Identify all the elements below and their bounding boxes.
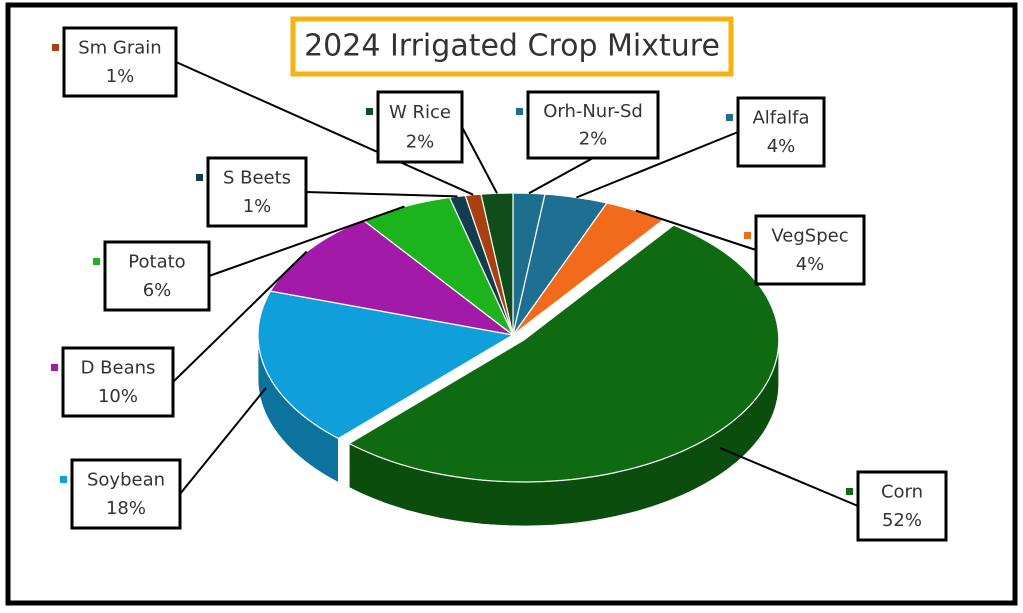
leader-line [175, 61, 474, 196]
label-box [103, 240, 211, 312]
label-box [376, 90, 464, 164]
slice [361, 196, 514, 336]
leader-line [528, 157, 594, 195]
legend-swatch [93, 258, 100, 265]
leader-line [576, 131, 739, 199]
category-label: Sm Grain [78, 37, 161, 58]
category-label: VegSpec [771, 225, 848, 246]
category-label: Corn [881, 481, 923, 502]
label-box [206, 156, 308, 228]
value-label: 18% [106, 498, 146, 519]
leader-line [635, 209, 757, 251]
label-box [736, 96, 826, 168]
leader-line [461, 126, 498, 194]
title-box [290, 16, 734, 77]
label-box [70, 458, 182, 530]
category-label: D Beans [81, 357, 156, 378]
legend-swatch [846, 488, 853, 495]
legend-swatch [52, 44, 59, 51]
legend-swatch [51, 364, 58, 371]
leader-line [172, 250, 308, 383]
leader-line [719, 447, 859, 507]
label-box [856, 470, 948, 542]
value-label: 52% [882, 510, 922, 531]
value-label: 2% [406, 131, 435, 152]
label-box [62, 26, 178, 98]
value-label: 4% [767, 136, 796, 157]
value-label: 2% [579, 129, 608, 150]
category-label: Orh-Nur-Sd [543, 101, 643, 122]
category-label: W Rice [389, 102, 451, 123]
legend-swatch [726, 114, 733, 121]
slice [257, 290, 515, 440]
category-label: Alfalfa [752, 107, 809, 128]
label-box [754, 214, 866, 286]
label-box [526, 90, 660, 160]
chart-title: 2024 Irrigated Crop Mixture [304, 29, 720, 64]
legend-swatch [516, 108, 523, 115]
legend-swatch [366, 108, 373, 115]
leader-line [305, 191, 458, 198]
category-label: Soybean [87, 469, 165, 490]
legend-swatch [60, 476, 67, 483]
label-box [61, 346, 175, 418]
leader-line [179, 387, 267, 495]
value-label: 6% [143, 280, 172, 301]
category-label: S Beets [223, 167, 291, 188]
value-label: 1% [106, 66, 135, 87]
value-label: 1% [243, 196, 272, 217]
category-label: Potato [128, 251, 185, 272]
legend-swatch [196, 174, 203, 181]
value-label: 4% [796, 254, 825, 275]
value-label: 10% [98, 386, 138, 407]
legend-swatch [744, 232, 751, 239]
leader-line [208, 205, 405, 277]
